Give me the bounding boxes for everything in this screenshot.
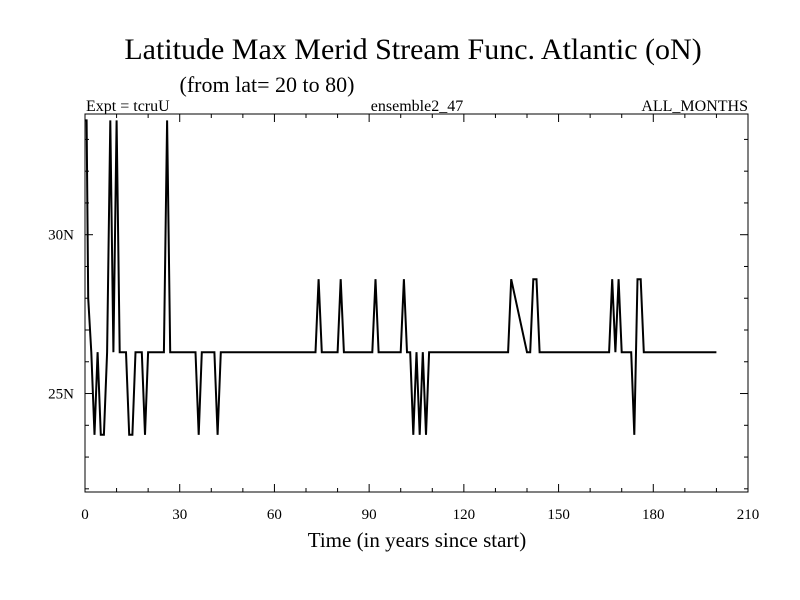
x-tick-label: 0 xyxy=(81,507,89,523)
chart-title: Latitude Max Merid Stream Func. Atlantic… xyxy=(124,33,701,66)
x-tick-label: 180 xyxy=(642,507,665,523)
series-line xyxy=(85,119,717,436)
x-tick-label: 210 xyxy=(737,507,760,523)
x-tick-label: 150 xyxy=(547,507,570,523)
series-layer xyxy=(85,119,717,436)
y-tick-label: 25N xyxy=(48,387,74,403)
ensemble-label: ensemble2_47 xyxy=(371,98,463,115)
x-tick-label: 90 xyxy=(362,507,377,523)
x-axis-label: Time (in years since start) xyxy=(308,528,527,552)
plot-frame xyxy=(84,113,749,493)
months-label: ALL_MONTHS xyxy=(641,98,748,115)
y-tick-label: 30N xyxy=(48,228,74,244)
x-tick-label: 120 xyxy=(453,507,476,523)
chart-subtitle: (from lat= 20 to 80) xyxy=(180,72,355,97)
x-tick-label: 30 xyxy=(172,507,187,523)
x-tick-label: 60 xyxy=(267,507,282,523)
axis-ticks: 0 30 60 90 120 150 180 210 25N 30N xyxy=(48,114,759,523)
experiment-label: Expt = tcruU xyxy=(86,98,170,115)
